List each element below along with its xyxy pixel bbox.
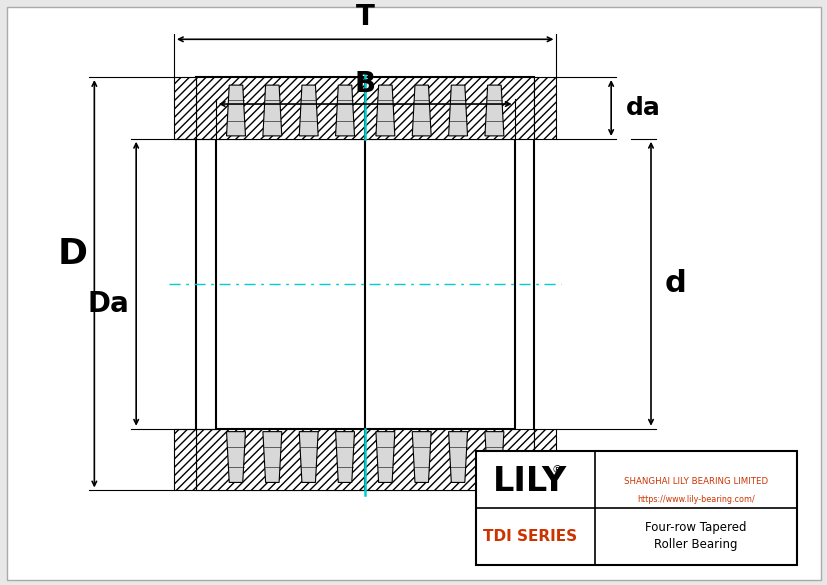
Polygon shape [262,85,281,136]
Polygon shape [375,85,394,136]
Text: LILY: LILY [493,465,566,498]
Bar [216,139,514,429]
Polygon shape [485,85,504,136]
Text: da: da [625,96,660,120]
Polygon shape [448,85,467,136]
Bar [196,77,534,490]
Bar [196,429,534,490]
Text: TDI SERIES: TDI SERIES [483,529,576,543]
Text: Da: Da [88,290,129,318]
Polygon shape [448,432,467,483]
Bar [174,429,196,490]
Polygon shape [335,432,354,483]
Polygon shape [227,432,245,483]
Text: d: d [664,269,686,298]
Bar [196,77,534,139]
Polygon shape [412,85,431,136]
Text: B: B [354,70,375,98]
Polygon shape [412,432,431,483]
Text: https://www.lily-bearing.com/: https://www.lily-bearing.com/ [637,495,754,504]
Polygon shape [299,85,318,136]
Bar [174,77,196,139]
Text: SHANGHAI LILY BEARING LIMITED: SHANGHAI LILY BEARING LIMITED [624,477,767,486]
Polygon shape [335,85,354,136]
Bar [476,451,796,565]
Text: ®: ® [551,465,562,476]
Text: D: D [57,237,88,271]
Polygon shape [227,85,245,136]
Polygon shape [262,432,281,483]
Bar [534,77,556,139]
Text: Four-row Tapered
Roller Bearing: Four-row Tapered Roller Bearing [644,521,746,551]
Polygon shape [485,432,504,483]
Polygon shape [375,432,394,483]
Text: T: T [356,4,374,32]
Polygon shape [299,432,318,483]
Bar [534,429,556,490]
